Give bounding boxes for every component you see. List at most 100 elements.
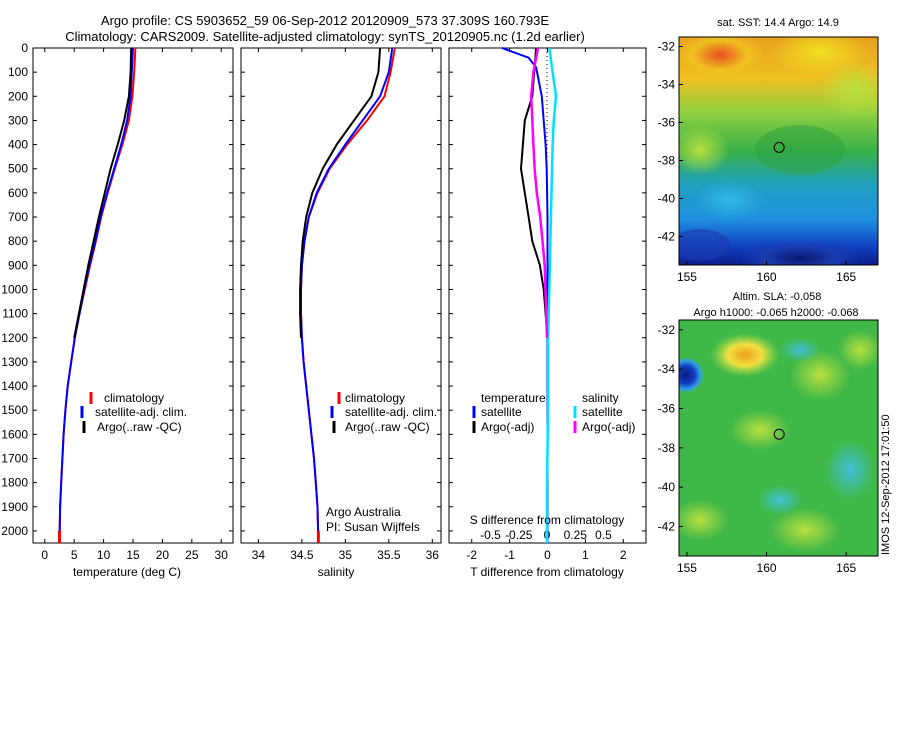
- sst-heatmap: [679, 37, 878, 265]
- legend-label-argo: Argo(..raw -QC): [345, 420, 430, 434]
- salinity-x-ticks: 34 34.5 35 35.5 36: [252, 48, 440, 562]
- annotation-argo-australia: Argo Australia: [326, 505, 401, 519]
- legend-label-s-satellite: satellite: [582, 405, 623, 419]
- salinity-panel: 34 34.5 35 35.5 36 salinity climatology sate…: [240, 47, 442, 579]
- depth-tick-label: 1400: [1, 379, 28, 393]
- depth-tick-label: 600: [8, 186, 28, 200]
- lat-tick-label: -40: [658, 480, 676, 494]
- x-tick-label: -2: [466, 548, 477, 562]
- temperature-x-label: temperature (deg C): [73, 565, 181, 579]
- lat-tick-label: -34: [658, 362, 676, 376]
- argo-position-marker: [773, 428, 785, 440]
- legend-label-t-satellite: satellite: [481, 405, 522, 419]
- legend-label-t-argo: Argo(-adj): [481, 420, 534, 434]
- sla-map-ticks: 155 160 165 -32 -34 -36 -38 -40 -42: [658, 323, 857, 575]
- lon-tick-label: 160: [757, 270, 777, 284]
- x-tick-label: 2: [620, 548, 627, 562]
- x-tick-label: 36: [426, 548, 440, 562]
- depth-tick-label: 400: [8, 138, 28, 152]
- s-tick-label: -0.5: [480, 528, 501, 542]
- x-tick-label: -1: [504, 548, 515, 562]
- series-line-satellite-adj--clim-: [300, 47, 394, 544]
- salinity-legend: climatology satellite-adj. clim. Argo(..…: [330, 391, 437, 434]
- x-tick-label: 20: [156, 548, 170, 562]
- sla-map-frame: [678, 319, 879, 557]
- sst-map-title: sat. SST: 14.4 Argo: 14.9: [717, 17, 839, 29]
- s-tick-label: -0.25: [505, 528, 533, 542]
- sst-map-panel: sat. SST: 14.4 Argo: 14.9 155 160 165 -32 -3…: [658, 17, 879, 284]
- salinity-plot-frame: [240, 47, 442, 544]
- lat-tick-label: -36: [658, 402, 676, 416]
- lon-tick-label: 165: [836, 270, 856, 284]
- plot-title-line2: Climatology: CARS2009. Satellite-adjuste…: [65, 29, 585, 44]
- depth-tick-label: 200: [8, 89, 28, 103]
- depth-tick-label: 1600: [1, 427, 28, 441]
- difference-legend: temperature salinity satellite Argo(-adj…: [472, 391, 635, 434]
- lat-tick-label: -42: [658, 520, 676, 534]
- x-tick-label: 35: [339, 548, 353, 562]
- x-tick-label: 5: [71, 548, 78, 562]
- depth-tick-label: 900: [8, 258, 28, 272]
- x-tick-label: 25: [185, 548, 199, 562]
- x-tick-label: 34: [252, 548, 266, 562]
- depth-tick-label: 1000: [1, 282, 28, 296]
- depth-tick-label: 1700: [1, 451, 28, 465]
- depth-tick-label: 700: [8, 210, 28, 224]
- depth-tick-label: 1500: [1, 403, 28, 417]
- difference-panel: -2 -1 0 1 2-0.5 -0.25 0 0.25 0.5 S difference fr…: [448, 47, 647, 579]
- salinity-x-label: salinity: [318, 565, 355, 579]
- lon-tick-label: 155: [677, 270, 697, 284]
- depth-y-ticks: 0 100 200 300 400 500 600 700 800 900 1000 1100 1200…: [1, 41, 646, 538]
- legend-label-s-argo: Argo(-adj): [582, 420, 635, 434]
- argo-position-marker: [773, 141, 785, 153]
- sst-map-frame: [678, 36, 879, 266]
- x-tick-label: 0: [41, 548, 48, 562]
- lat-tick-label: -40: [658, 192, 676, 206]
- figure-canvas: 0 5 10 15 20 25 30 temperature (deg C) climato…: [1, 17, 879, 579]
- x-tick-label: 0: [544, 548, 551, 562]
- depth-tick-label: 800: [8, 234, 28, 248]
- lat-tick-label: -34: [658, 78, 676, 92]
- x-tick-label: 10: [97, 548, 111, 562]
- x-tick-label: 35.5: [377, 548, 401, 562]
- lon-tick-label: 160: [757, 561, 777, 575]
- sla-map-title: Altim. SLA: -0.058: [733, 291, 822, 303]
- legend-label-climatology: climatology: [104, 391, 164, 405]
- series-line-argo--adj-: [529, 47, 549, 338]
- temperature-panel: 0 5 10 15 20 25 30 temperature (deg C) climato…: [32, 47, 234, 579]
- depth-tick-label: 1800: [1, 476, 28, 490]
- series-line-argo---raw--qc-: [73, 47, 133, 338]
- imos-timestamp: IMOS 12-Sep-2012 17:01:50: [880, 414, 892, 555]
- legend-label-satellite: satellite-adj. clim.: [95, 405, 187, 419]
- lat-tick-label: -32: [658, 323, 676, 337]
- sla-map-subtitle: Argo h1000: -0.065 h2000: -0.068: [693, 307, 858, 319]
- series-line-satellite-adj--clim-: [58, 47, 134, 544]
- t-difference-label: T difference from climatology: [470, 565, 624, 579]
- depth-tick-label: 0: [21, 41, 28, 55]
- series-line-satellite: [545, 47, 558, 543]
- series-line-argo---raw--qc-: [299, 47, 382, 338]
- difference-series: [501, 47, 558, 543]
- depth-tick-label: 1300: [1, 355, 28, 369]
- difference-x-ticks: -2 -1 0 1 2-0.5 -0.25 0 0.25 0.5: [466, 48, 627, 562]
- s-tick-label: 0.5: [595, 528, 612, 542]
- depth-tick-label: 2000: [1, 524, 28, 538]
- series-line-argo--adj-: [519, 47, 549, 338]
- temperature-x-ticks: 0 5 10 15 20 25 30: [41, 48, 228, 562]
- depth-tick-label: 100: [8, 65, 28, 79]
- temperature-series: [57, 47, 137, 544]
- x-tick-label: 30: [215, 548, 229, 562]
- x-tick-label: 15: [126, 548, 140, 562]
- lat-tick-label: -38: [658, 441, 676, 455]
- legend-label-satellite: satellite-adj. clim.: [345, 405, 437, 419]
- temperature-plot-frame: [32, 47, 234, 544]
- temperature-legend: climatology satellite-adj. clim. Argo(..…: [80, 391, 187, 434]
- legend-header-salinity: salinity: [582, 391, 619, 405]
- legend-label-climatology: climatology: [345, 391, 405, 405]
- s-tick-label: 0.25: [564, 528, 588, 542]
- sla-heatmap: [679, 320, 878, 556]
- depth-tick-label: 300: [8, 113, 28, 127]
- lat-tick-label: -38: [658, 154, 676, 168]
- s-difference-label: S difference from climatology: [470, 513, 625, 527]
- lat-tick-label: -42: [658, 230, 676, 244]
